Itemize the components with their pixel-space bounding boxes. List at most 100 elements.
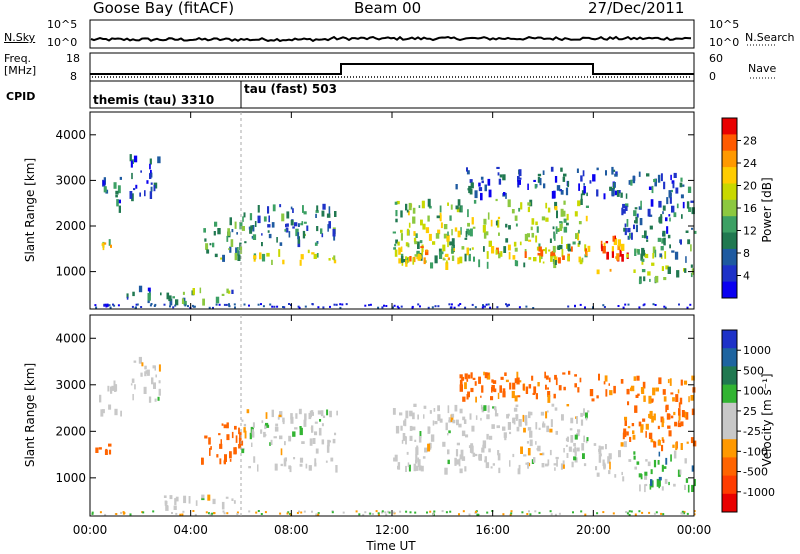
data-cell <box>660 416 664 423</box>
data-cell <box>416 250 420 257</box>
data-cell <box>446 260 448 264</box>
data-cell <box>605 444 607 450</box>
data-cell <box>428 442 432 449</box>
data-cell <box>405 242 409 247</box>
data-cell <box>243 303 246 306</box>
data-cell <box>252 234 257 240</box>
data-cell <box>567 181 569 188</box>
data-cell <box>667 234 671 239</box>
data-cell <box>175 299 179 306</box>
data-cell <box>315 513 318 516</box>
data-cell <box>621 243 625 251</box>
data-cell <box>277 416 280 420</box>
data-cell <box>130 160 133 168</box>
data-cell <box>669 378 672 386</box>
data-cell <box>553 393 556 399</box>
data-cell <box>220 439 222 447</box>
data-cell <box>243 427 246 433</box>
data-cell <box>458 423 462 428</box>
data-cell <box>144 190 146 197</box>
data-cell <box>427 306 430 309</box>
data-cell <box>608 453 612 460</box>
data-cell <box>483 218 487 225</box>
data-cell <box>298 408 302 415</box>
data-cell <box>638 473 642 478</box>
data-cell <box>317 410 322 415</box>
data-cell <box>355 510 358 513</box>
data-cell <box>207 494 211 501</box>
data-cell <box>474 453 478 457</box>
data-cell <box>684 268 687 273</box>
data-cell <box>251 429 254 435</box>
data-cell <box>592 174 596 182</box>
data-cell <box>533 179 536 182</box>
data-cell <box>261 253 266 262</box>
data-cell <box>437 405 440 412</box>
data-cell <box>241 419 244 422</box>
data-cell <box>512 417 515 421</box>
data-cell <box>400 305 403 308</box>
data-cell <box>288 231 291 238</box>
cpid-segment-1: themis (tau) 3310 <box>93 93 215 107</box>
data-cell <box>478 453 482 461</box>
data-cell <box>583 183 585 186</box>
data-cell <box>122 511 125 514</box>
data-cell <box>620 379 624 384</box>
data-cell <box>488 240 492 247</box>
data-cell <box>524 251 527 258</box>
data-cell <box>457 257 460 265</box>
data-cell <box>273 436 277 439</box>
data-cell <box>333 236 336 241</box>
data-cell <box>260 513 263 515</box>
data-cell <box>643 303 646 306</box>
data-cell <box>140 170 142 173</box>
data-cell <box>533 257 537 262</box>
data-cell <box>219 443 223 449</box>
data-cell <box>566 404 570 407</box>
data-cell <box>160 292 162 296</box>
data-cell <box>517 395 521 398</box>
data-cell <box>627 426 631 429</box>
data-cell <box>680 239 682 245</box>
data-cell <box>644 230 647 239</box>
data-cell <box>329 305 331 308</box>
data-cell <box>411 305 414 308</box>
data-cell <box>532 392 536 395</box>
data-cell <box>553 463 557 466</box>
data-cell <box>598 450 602 455</box>
data-cell <box>287 511 290 514</box>
data-cell <box>406 228 410 236</box>
data-cell <box>527 183 529 190</box>
data-cell <box>574 304 576 307</box>
data-cell <box>647 461 651 467</box>
data-cell <box>681 410 685 418</box>
data-cell <box>395 425 400 434</box>
data-cell <box>385 305 388 307</box>
data-cell <box>283 458 287 467</box>
data-cell <box>181 298 184 304</box>
data-cell <box>194 513 197 516</box>
data-cell <box>691 465 695 472</box>
data-cell <box>332 228 336 237</box>
data-cell <box>485 303 488 306</box>
data-cell <box>133 360 137 363</box>
data-cell <box>214 253 218 258</box>
data-cell <box>393 247 396 250</box>
data-cell <box>636 461 640 465</box>
data-cell <box>437 305 440 308</box>
data-cell <box>577 432 580 437</box>
data-cell <box>513 407 518 412</box>
data-cell <box>229 217 232 226</box>
data-cell <box>622 306 625 309</box>
freq-trace <box>90 63 694 75</box>
data-cell <box>528 411 531 419</box>
data-cell <box>686 441 689 444</box>
data-cell <box>506 414 509 419</box>
data-cell <box>271 259 273 265</box>
data-cell <box>553 261 557 269</box>
data-cell <box>560 208 564 217</box>
data-cell <box>614 474 617 478</box>
cbar-tick-label: 16 <box>743 202 757 215</box>
data-cell <box>526 441 529 444</box>
data-cell <box>484 305 486 308</box>
